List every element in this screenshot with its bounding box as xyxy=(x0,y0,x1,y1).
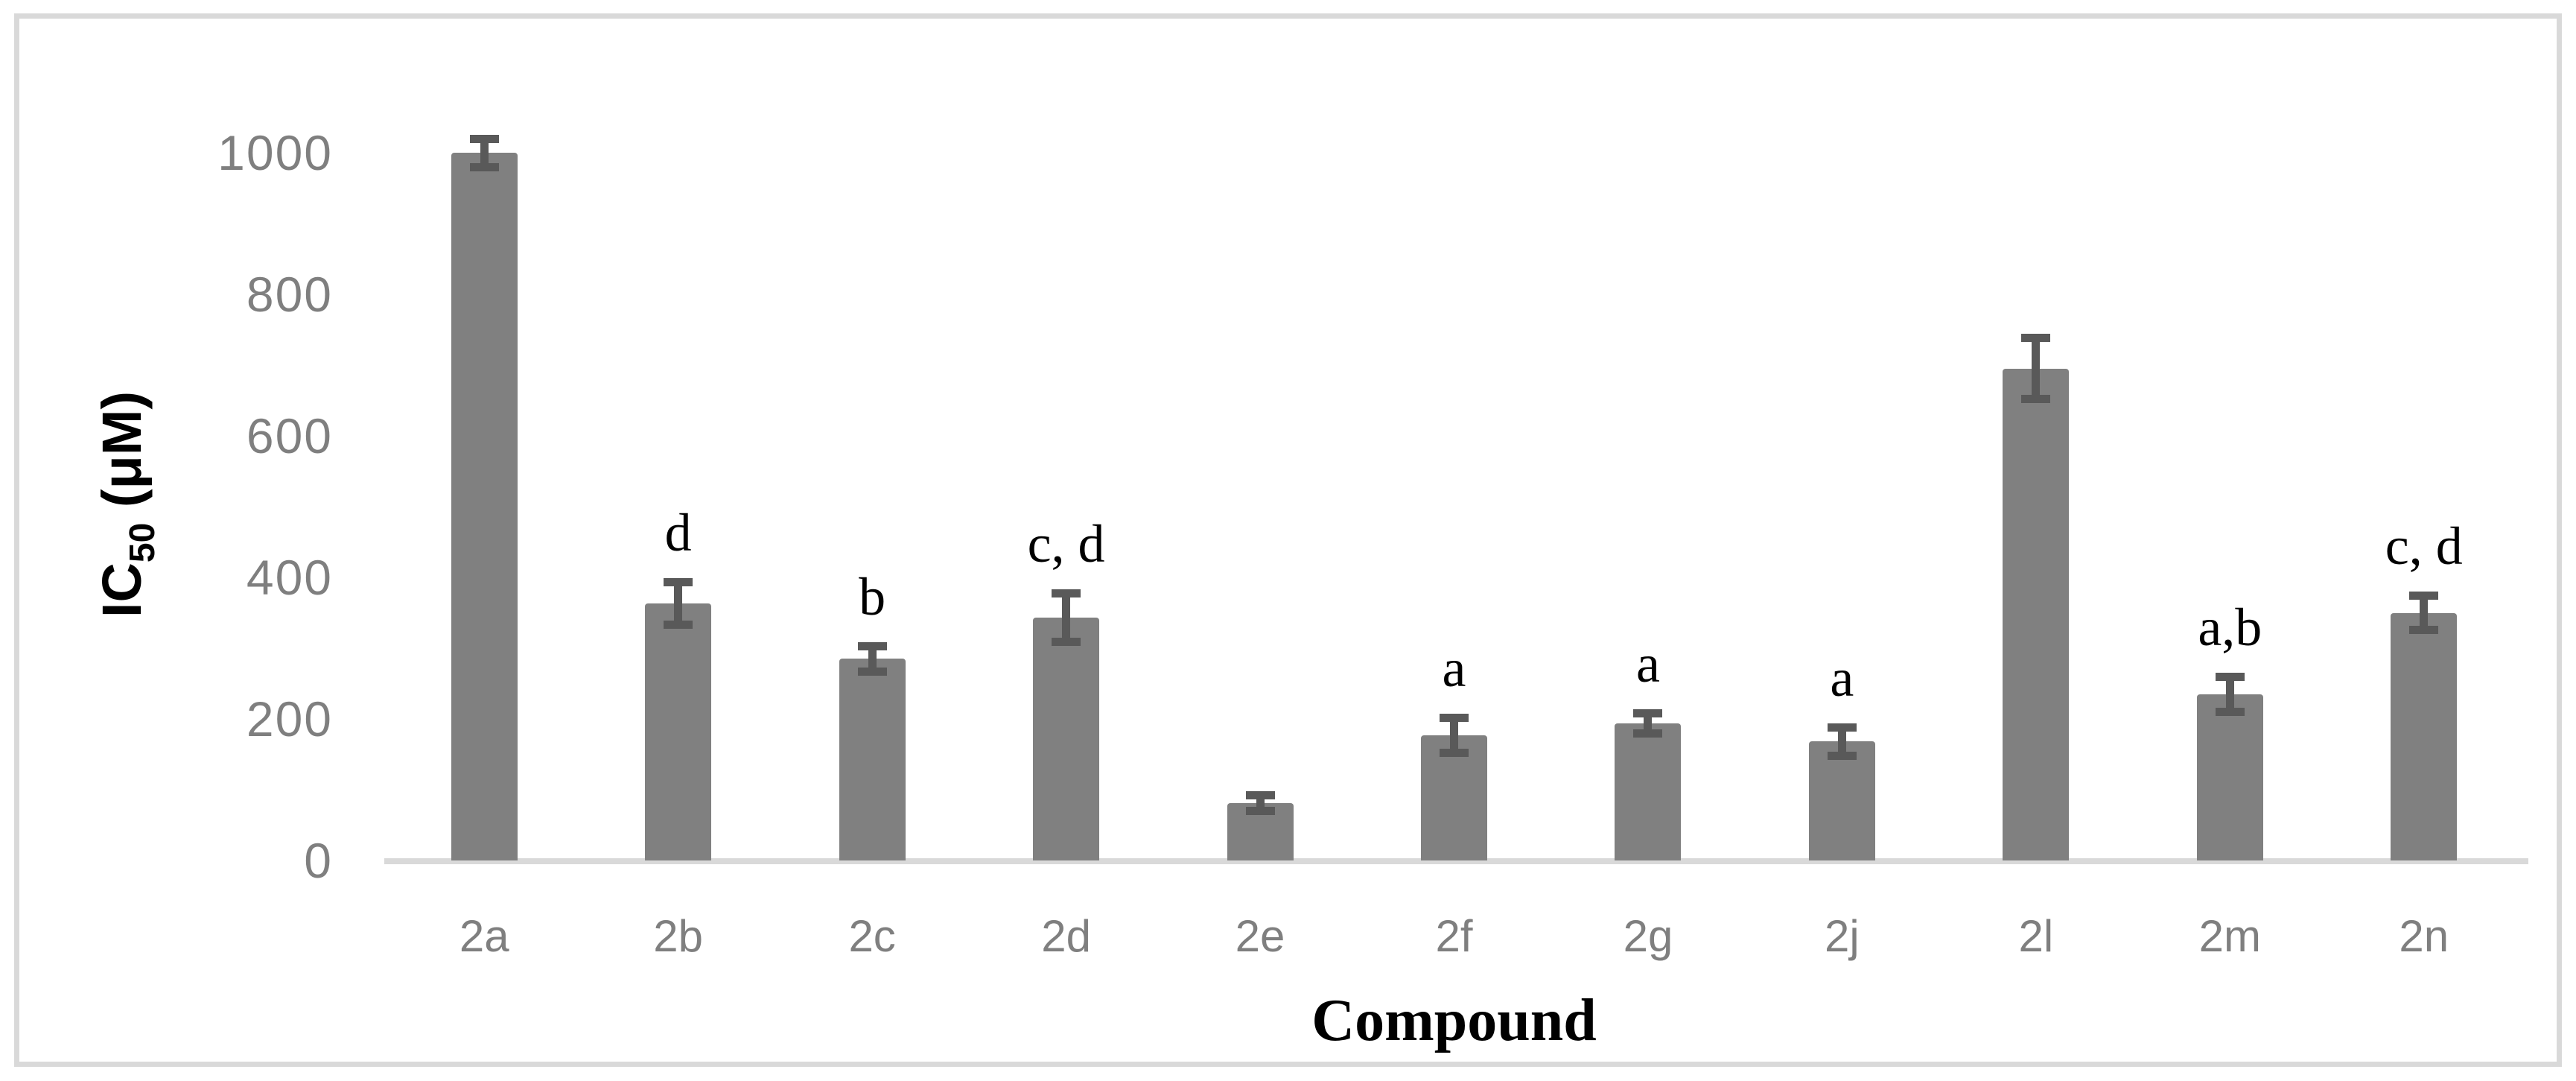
error-bar-top-cap-2e xyxy=(1245,791,1275,800)
x-axis-line xyxy=(384,858,2528,864)
error-bar-bottom-cap-2c xyxy=(857,667,887,676)
bar-2g xyxy=(1615,723,1682,860)
error-bar-bottom-cap-2a xyxy=(469,162,499,171)
y-axis-tick-label: 200 xyxy=(246,691,333,746)
error-bar-line-2b xyxy=(674,582,683,625)
error-bar-line-2c xyxy=(868,646,877,672)
bar-2b xyxy=(645,603,712,860)
y-axis-tick-label: 1000 xyxy=(217,125,333,180)
bar-2c xyxy=(839,659,906,860)
error-bar-bottom-cap-2d xyxy=(1052,637,1081,646)
significance-label-2d: c, d xyxy=(1027,514,1105,574)
error-bar-bottom-cap-2n xyxy=(2409,625,2439,634)
x-axis-title: Compound xyxy=(1311,988,1597,1053)
y-axis-tick-label: 800 xyxy=(246,267,333,322)
error-bar-bottom-cap-2m xyxy=(2215,708,2245,716)
figure-border-frame xyxy=(14,13,2562,1067)
error-bar-top-cap-2b xyxy=(664,578,693,587)
error-bar-line-2j xyxy=(1837,727,1846,756)
error-bar-line-2f xyxy=(1450,717,1458,753)
x-axis-tick-label-2j: 2j xyxy=(1825,911,1860,961)
significance-label-2b: d xyxy=(664,503,692,563)
y-axis-tick-label: 0 xyxy=(304,833,333,888)
error-bar-top-cap-2c xyxy=(857,641,887,650)
bar-2d xyxy=(1033,618,1100,860)
error-bar-line-2e xyxy=(1256,795,1265,811)
error-bar-top-cap-2n xyxy=(2409,592,2439,600)
error-bar-line-2a xyxy=(480,139,489,167)
significance-label-2c: b xyxy=(859,566,886,627)
error-bar-line-2n xyxy=(2420,595,2429,630)
x-axis-tick-label-2m: 2m xyxy=(2198,911,2261,961)
error-bar-line-2g xyxy=(1644,713,1653,733)
bar-2m xyxy=(2196,694,2263,860)
significance-label-2g: a xyxy=(1635,633,1660,694)
error-bar-line-2l xyxy=(2032,337,2041,399)
error-bar-bottom-cap-2e xyxy=(1245,807,1275,815)
x-axis-tick-label-2a: 2a xyxy=(459,911,509,961)
x-axis-tick-label-2n: 2n xyxy=(2399,911,2449,961)
significance-label-2m: a,b xyxy=(2198,597,2262,657)
error-bar-bottom-cap-2j xyxy=(1827,751,1857,760)
x-axis-tick-label-2l: 2l xyxy=(2018,911,2054,961)
x-axis-tick-label-2f: 2f xyxy=(1435,911,1473,961)
x-axis-tick-label-2d: 2d xyxy=(1041,911,1091,961)
x-axis-tick-label-2g: 2g xyxy=(1623,911,1673,961)
significance-label-2f: a xyxy=(1442,638,1466,698)
error-bar-top-cap-2d xyxy=(1052,589,1081,598)
error-bar-bottom-cap-2b xyxy=(664,621,693,630)
error-bar-line-2d xyxy=(1062,593,1071,642)
error-bar-bottom-cap-2f xyxy=(1440,749,1469,758)
error-bar-line-2m xyxy=(2225,676,2234,712)
error-bar-bottom-cap-2l xyxy=(2021,395,2051,404)
x-axis-tick-label-2b: 2b xyxy=(653,911,704,961)
x-axis-tick-label-2c: 2c xyxy=(848,911,896,961)
bar-2l xyxy=(2003,368,2070,860)
y-axis-tick-label: 400 xyxy=(246,550,333,605)
error-bar-top-cap-2m xyxy=(2215,672,2245,681)
bar-2a xyxy=(451,153,518,860)
error-bar-bottom-cap-2g xyxy=(1633,729,1663,738)
error-bar-top-cap-2g xyxy=(1633,708,1663,717)
significance-label-2j: a xyxy=(1830,647,1854,708)
error-bar-top-cap-2j xyxy=(1827,723,1857,732)
x-axis-tick-label-2e: 2e xyxy=(1235,911,1285,961)
bar-2n xyxy=(2391,612,2458,860)
error-bar-top-cap-2a xyxy=(469,134,499,143)
significance-label-2n: c, d xyxy=(2385,516,2463,577)
bar-2j xyxy=(1808,741,1875,860)
error-bar-top-cap-2l xyxy=(2021,334,2051,343)
error-bar-top-cap-2f xyxy=(1440,713,1469,722)
y-axis-tick-label: 600 xyxy=(246,408,333,463)
